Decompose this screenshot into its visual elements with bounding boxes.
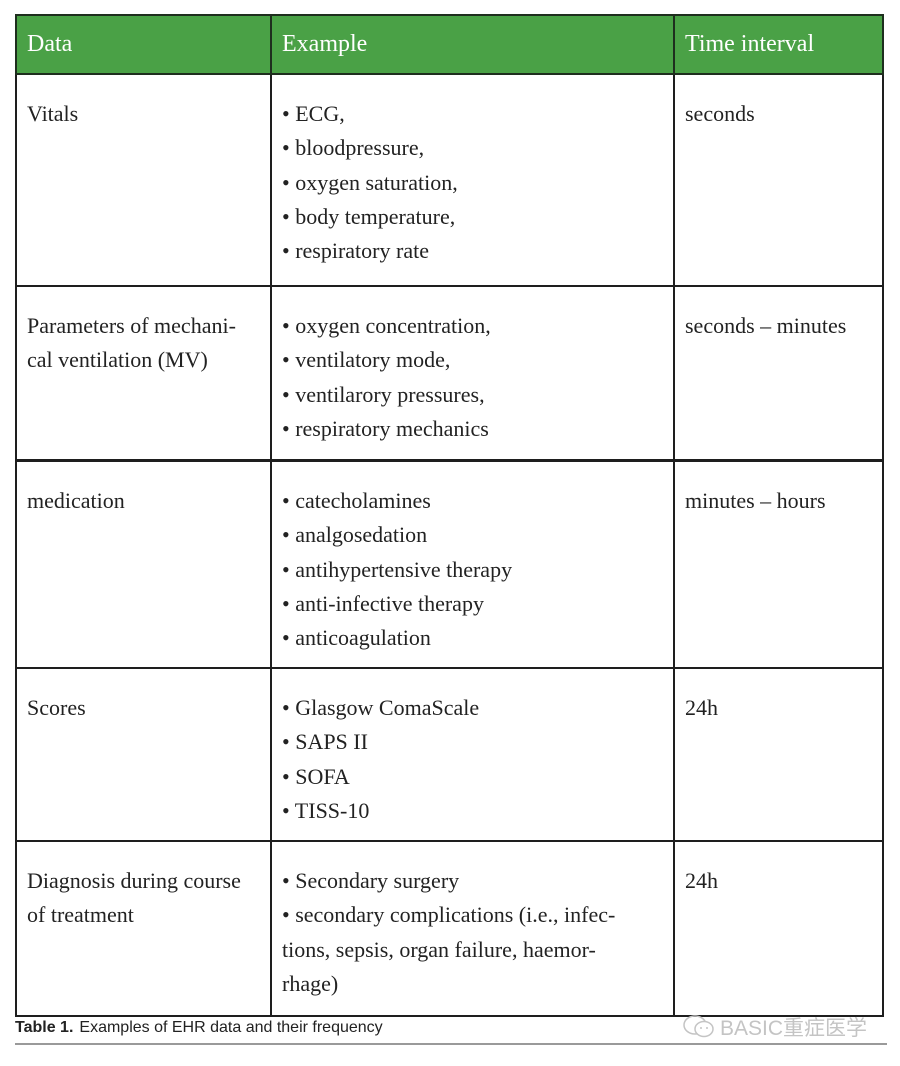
table-row: Scores • Glasgow ComaScale • SAPS II • SOFA… <box>15 667 884 842</box>
table-row: Diagnosis during course of treatment • Sec… <box>15 840 884 1017</box>
example-item: • SAPS II <box>282 729 368 755</box>
example-item: • respiratory mechanics <box>282 415 489 441</box>
cell-example: • Secondary surgery • secondary complicat… <box>270 840 675 1017</box>
cell-text: seconds – minutes <box>685 313 847 338</box>
example-item: • ventilatory mode, <box>282 347 451 373</box>
example-item: rhage) <box>282 970 339 996</box>
caption-text: Examples of EHR data and their frequency <box>79 1019 383 1036</box>
cell-interval: 24h <box>673 667 884 842</box>
cell-interval: seconds <box>673 73 884 287</box>
header-example: Example <box>270 14 675 75</box>
cell-data: Parameters of mechani-cal ventilation (M… <box>15 285 272 462</box>
cell-text: seconds <box>685 101 755 126</box>
cell-example: • ECG, • bloodpressure, • oxygen saturatio… <box>270 73 675 287</box>
cell-data: medication <box>15 459 272 669</box>
header-row: Data Example Time interval <box>15 14 884 75</box>
table-row: Vitals • ECG, • bloodpressure, • oxygen sat… <box>15 73 884 287</box>
table-caption: Table 1. Examples of EHR data and their f… <box>15 1019 383 1037</box>
example-item: • secondary complications (i.e., infec- <box>282 902 616 928</box>
cell-text: Scores <box>27 695 86 720</box>
cell-interval: minutes – hours <box>673 459 884 669</box>
cell-text: 24h <box>685 868 718 893</box>
cell-text: 24h <box>685 695 718 720</box>
example-item: • anticoagulation <box>282 625 431 651</box>
cell-example: • Glasgow ComaScale • SAPS II • SOFA • TISS… <box>270 667 675 842</box>
example-item: tions, sepsis, organ failure, haemor- <box>282 936 596 962</box>
cell-data: Diagnosis during course of treatment <box>15 840 272 1017</box>
example-item: • bloodpressure, <box>282 135 425 161</box>
cell-example: • oxygen concentration, • ventilatory mod… <box>270 285 675 462</box>
cell-interval: 24h <box>673 840 884 1017</box>
cell-text: of treatment <box>27 902 134 928</box>
example-item: • respiratory rate <box>282 238 429 264</box>
cell-text: Diagnosis during course <box>27 868 241 893</box>
cell-text: Parameters of mechani- <box>27 313 236 338</box>
example-item: • Glasgow ComaScale <box>282 695 480 720</box>
cell-interval: seconds – minutes <box>673 285 884 462</box>
example-item: • catecholamines <box>282 488 431 513</box>
cell-data: Vitals <box>15 73 272 287</box>
example-item: • ECG, <box>282 101 345 126</box>
cell-text: cal ventilation (MV) <box>27 347 208 373</box>
wechat-icon <box>683 1015 714 1038</box>
example-item: • anti-infective therapy <box>282 590 484 616</box>
example-item: • ventilarory pressures, <box>282 381 485 407</box>
example-item: • TISS-10 <box>282 797 370 823</box>
example-item: • oxygen concentration, <box>282 313 491 338</box>
header-time-interval: Time interval <box>673 14 884 75</box>
cell-text: Vitals <box>27 101 79 126</box>
table-row: Parameters of mechani-cal ventilation (M… <box>15 285 884 462</box>
watermark-text: BASIC重症医学 <box>720 1017 868 1040</box>
example-item: • body temperature, <box>282 203 456 229</box>
cell-text: medication <box>27 488 125 513</box>
caption-label: Table 1. <box>15 1019 74 1036</box>
watermark: BASIC重症医学 <box>682 1012 867 1042</box>
ehr-data-table: Data Example Time interval Vitals • ECG, •… <box>15 14 884 1017</box>
example-item: • oxygen saturation, <box>282 169 458 195</box>
example-item: • antihypertensive therapy <box>282 556 513 582</box>
cell-example: • catecholamines • analgosedation • antihy… <box>270 459 675 669</box>
example-item: • SOFA <box>282 763 350 789</box>
table-row: medication • catecholamines • analgosedati… <box>15 459 884 669</box>
caption-rule <box>15 1043 887 1045</box>
cell-data: Scores <box>15 667 272 842</box>
header-data: Data <box>15 14 272 75</box>
example-item: • Secondary surgery <box>282 868 460 893</box>
cell-text: minutes – hours <box>685 488 826 513</box>
example-item: • analgosedation <box>282 522 428 548</box>
